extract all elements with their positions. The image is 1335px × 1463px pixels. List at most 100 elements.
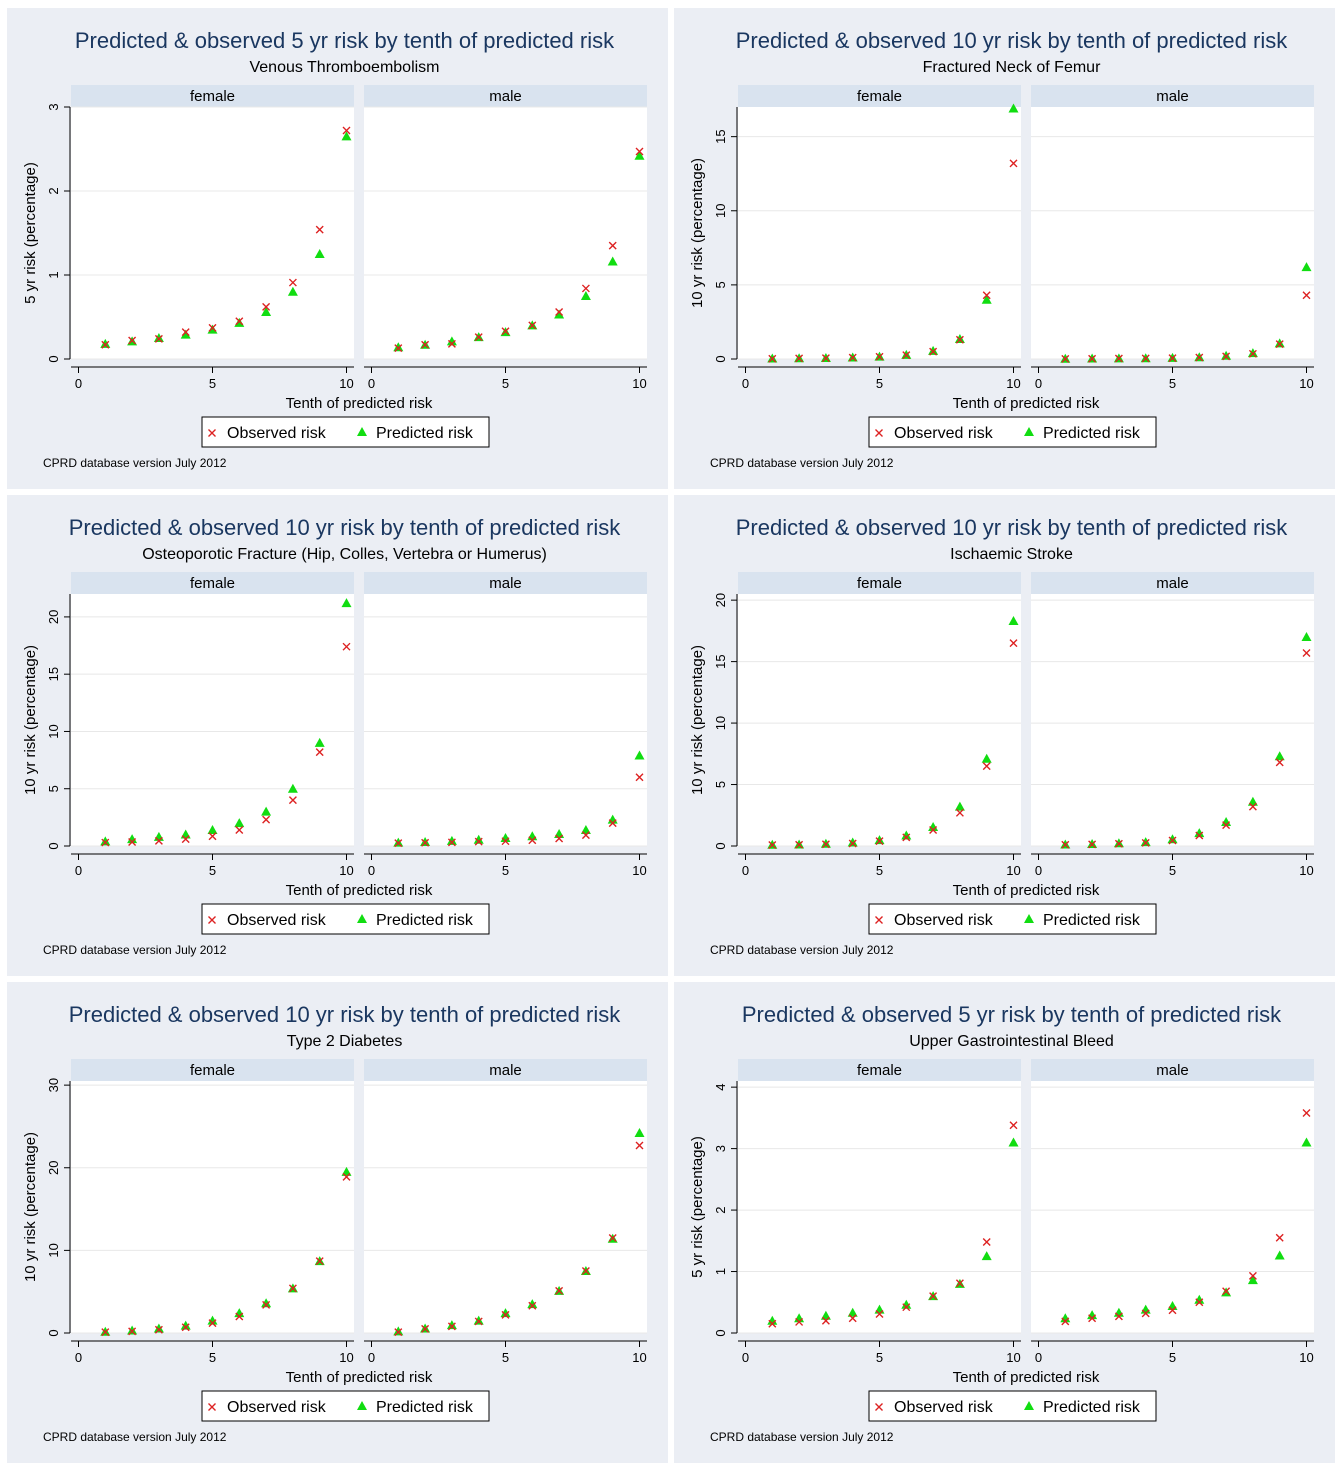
observed-point	[394, 344, 403, 353]
observed-point	[902, 833, 911, 842]
observed-point	[1061, 1317, 1070, 1326]
observed-point	[821, 1316, 830, 1325]
predicted-point	[1087, 1310, 1098, 1320]
legend-predicted-label: Predicted risk	[1043, 912, 1141, 929]
observed-point	[208, 832, 217, 841]
x-tick-label: 0	[368, 376, 375, 391]
observed-point	[528, 836, 537, 845]
observed-point	[1195, 353, 1204, 362]
predicted-point	[100, 836, 111, 846]
observed-point	[982, 762, 991, 771]
x-tick-label: 10	[339, 376, 353, 391]
y-tick-label: 10	[46, 1243, 61, 1257]
y-tick-label: 5	[713, 781, 728, 788]
predicted-point	[1274, 338, 1285, 348]
observed-point	[1061, 354, 1070, 363]
y-tick-label: 0	[713, 842, 728, 849]
x-tick-label: 5	[502, 863, 509, 878]
observed-point	[902, 351, 911, 360]
x-tick-label: 0	[742, 1350, 749, 1365]
predicted-point	[1301, 262, 1312, 272]
x-tick-label: 10	[339, 863, 353, 878]
observed-point	[181, 328, 190, 337]
chart-panel: Predicted & observed 10 yr risk by tenth…	[674, 495, 1335, 976]
observed-point	[1275, 1233, 1284, 1242]
chart-title: Predicted & observed 10 yr risk by tenth…	[69, 515, 621, 540]
observed-point	[635, 773, 644, 782]
x-tick-label: 5	[1169, 1350, 1176, 1365]
legend-predicted-label: Predicted risk	[1043, 425, 1141, 442]
predicted-point	[634, 1128, 645, 1138]
observed-point	[501, 327, 510, 336]
observed-point	[955, 1279, 964, 1288]
x-tick-label: 10	[1299, 376, 1313, 391]
observed-point	[1114, 354, 1123, 363]
predicted-point	[420, 836, 431, 846]
x-axis-title: Tenth of predicted risk	[953, 882, 1100, 899]
facet-label: male	[1156, 88, 1189, 105]
observed-point	[555, 307, 564, 316]
observed-point	[1009, 159, 1018, 168]
chart-title: Predicted & observed 5 yr risk by tenth …	[742, 1002, 1282, 1027]
x-tick-label: 5	[876, 1350, 883, 1365]
legend-predicted-label: Predicted risk	[376, 1399, 474, 1416]
observed-point	[1009, 639, 1018, 648]
predicted-point	[393, 837, 404, 847]
facet-label: male	[489, 1062, 522, 1079]
predicted-point	[393, 1326, 404, 1336]
observed-point	[1088, 354, 1097, 363]
observed-point	[608, 819, 617, 828]
y-tick-label: 5	[713, 281, 728, 288]
predicted-point	[954, 333, 965, 343]
predicted-point	[954, 801, 965, 811]
legend: Observed risk Predicted risk	[201, 903, 490, 935]
legend-predicted-marker	[1024, 1401, 1034, 1410]
facet-label: female	[190, 1062, 235, 1079]
x-axis-title: Tenth of predicted risk	[286, 882, 433, 899]
predicted-point	[580, 291, 591, 300]
observed-point	[474, 333, 483, 342]
observed-point	[1195, 1298, 1204, 1307]
observed-point	[342, 1172, 351, 1181]
observed-point	[1248, 349, 1257, 358]
legend-predicted-label: Predicted risk	[1043, 1399, 1141, 1416]
observed-point	[1141, 1309, 1150, 1318]
y-tick-label: 0	[713, 355, 728, 362]
y-tick-label: 4	[713, 1084, 728, 1091]
x-tick-label: 0	[1035, 863, 1042, 878]
observed-point	[474, 837, 483, 846]
y-axis-title: 10 yr risk (percentage)	[22, 645, 39, 795]
observed-point	[235, 825, 244, 834]
legend: Observed risk Predicted risk	[868, 416, 1157, 448]
source-note: CPRD database version July 2012	[710, 1430, 894, 1444]
legend-predicted-marker	[1024, 427, 1034, 436]
y-tick-label: 2	[713, 1206, 728, 1213]
legend-predicted-marker	[1024, 914, 1034, 923]
predicted-point	[1008, 103, 1019, 113]
facet-label: male	[1156, 575, 1189, 592]
predicted-point	[928, 345, 939, 355]
source-note: CPRD database version July 2012	[710, 456, 894, 470]
x-tick-label: 10	[1006, 863, 1020, 878]
y-tick-label: 2	[46, 187, 61, 194]
observed-point	[902, 1303, 911, 1312]
legend-observed-label: Observed risk	[227, 912, 327, 929]
chart-panel: Predicted & observed 5 yr risk by tenth …	[7, 8, 668, 489]
predicted-point	[314, 737, 325, 747]
predicted-point	[634, 150, 645, 160]
legend-observed-marker	[208, 1403, 216, 1411]
x-tick-label: 5	[502, 1350, 509, 1365]
observed-point	[1141, 354, 1150, 363]
observed-point	[1275, 340, 1284, 349]
observed-point	[1222, 1287, 1231, 1296]
predicted-point	[127, 1325, 138, 1335]
legend-observed-label: Observed risk	[227, 425, 327, 442]
predicted-point	[234, 818, 245, 828]
facet-strip	[738, 1059, 1021, 1081]
observed-point	[1114, 1312, 1123, 1321]
x-tick-label: 0	[368, 863, 375, 878]
legend-observed-marker	[875, 916, 883, 924]
plot-area	[1031, 107, 1314, 359]
predicted-point	[1008, 616, 1019, 626]
predicted-point	[527, 1299, 538, 1309]
